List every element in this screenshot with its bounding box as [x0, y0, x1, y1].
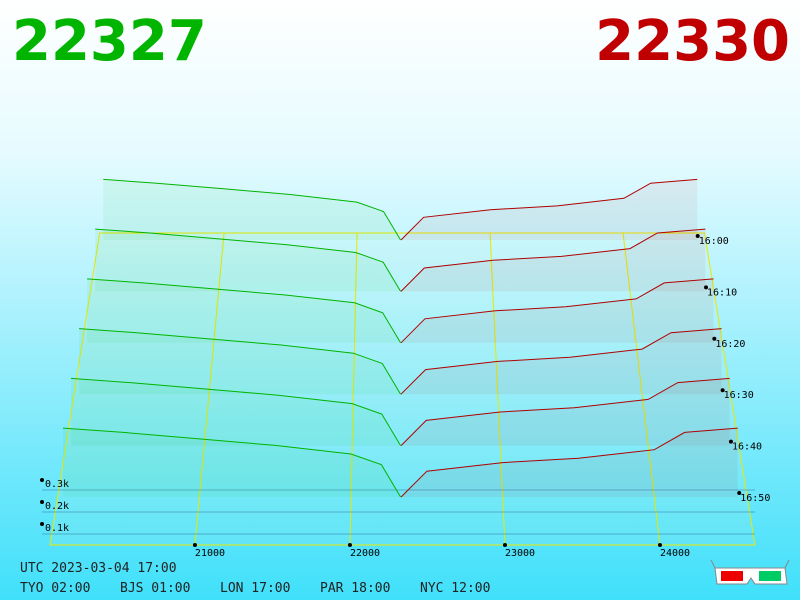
depth-line — [70, 377, 402, 446]
3d-glasses-icon — [710, 559, 790, 585]
x-tick — [192, 543, 197, 547]
y-tick — [40, 522, 44, 526]
grid-line — [489, 232, 506, 546]
time-tick — [737, 491, 742, 495]
time-label: 16:00 — [699, 236, 729, 247]
depth-area — [401, 378, 730, 446]
y-tick — [40, 478, 44, 482]
depth-line — [103, 178, 402, 241]
depth-area — [401, 328, 722, 395]
ask-price: 22330 — [595, 9, 790, 74]
depth-area — [103, 179, 401, 240]
depth-line — [79, 328, 402, 395]
zone-time: NYC 12:00 — [420, 581, 490, 596]
y-tick — [40, 500, 44, 504]
plot: 21000 22000 23000 24000 0.1k 0.2k 0.3k 16:00 16:… — [40, 178, 770, 559]
time-tick — [704, 285, 709, 290]
time-zones: TYO 02:00 BJS 01:00 LON 17:00 PAR 18:00 NYC … — [20, 581, 490, 596]
y-tick-label: 0.2k — [45, 501, 69, 512]
depth-line — [400, 178, 698, 241]
x-tick-label: 22000 — [350, 548, 380, 559]
depth-area — [87, 278, 401, 343]
depth-area — [400, 179, 698, 240]
x-tick-label: 23000 — [505, 548, 535, 559]
x-tick — [502, 543, 507, 547]
depth-line — [62, 427, 402, 498]
time-tick — [720, 388, 725, 393]
time-label: 16:30 — [724, 390, 754, 401]
x-tick — [657, 543, 662, 547]
time-tick — [728, 439, 733, 444]
depth-line — [400, 328, 722, 395]
zone-time: PAR 18:00 — [320, 581, 390, 596]
floor — [49, 232, 756, 546]
depth-line — [95, 228, 402, 292]
time-tick — [712, 336, 717, 341]
depth-area — [79, 328, 401, 395]
grid-line — [349, 232, 358, 546]
zone-time: LON 17:00 — [220, 581, 290, 596]
depth-area — [400, 229, 706, 292]
depth-area — [71, 378, 401, 446]
depth-line — [400, 377, 730, 446]
depth-area — [401, 428, 738, 497]
grid-line — [622, 232, 661, 546]
depth-area — [95, 229, 401, 292]
depth-line — [400, 427, 738, 498]
bid-price: 22327 — [12, 9, 207, 74]
utc-time: UTC 2023-03-04 17:00 — [20, 561, 177, 576]
x-tick-label: 21000 — [195, 548, 225, 559]
time-label: 16:10 — [707, 287, 737, 298]
depth-line — [87, 278, 402, 344]
x-tick-label: 24000 — [660, 548, 690, 559]
time-label: 16:50 — [740, 493, 770, 504]
depth-line — [400, 228, 706, 292]
depth-area — [401, 278, 714, 343]
zone-time: TYO 02:00 — [20, 581, 90, 596]
time-label: 16:40 — [732, 442, 762, 453]
depth-area — [62, 428, 401, 497]
x-tick — [347, 543, 352, 547]
time-tick — [695, 234, 700, 238]
y-tick-label: 0.1k — [45, 523, 69, 534]
zone-time: BJS 01:00 — [120, 581, 190, 596]
time-label: 16:20 — [715, 339, 745, 350]
y-tick-label: 0.3k — [45, 479, 69, 490]
depth-line — [400, 278, 714, 344]
